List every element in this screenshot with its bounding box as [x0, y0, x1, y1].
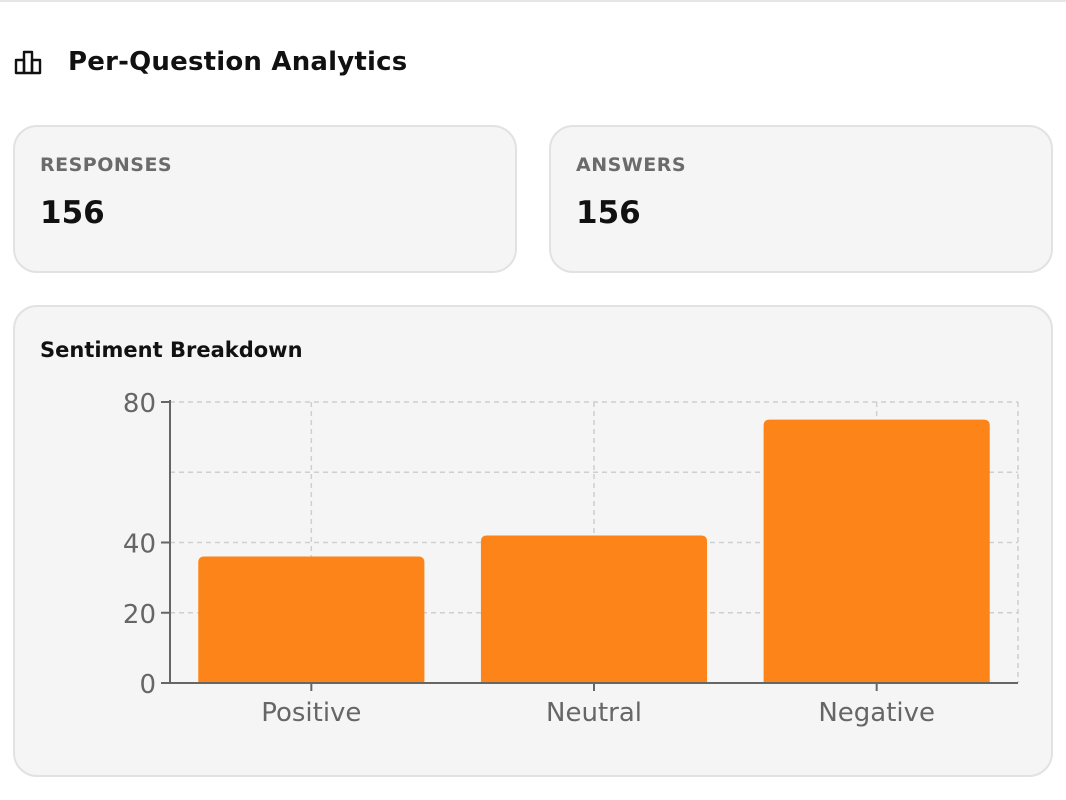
bar-negative — [763, 419, 990, 683]
bar-neutral — [480, 535, 708, 683]
page-title: Per-Question Analytics — [68, 47, 408, 77]
answers-card: ANSWERS 156 — [549, 125, 1053, 273]
y-tick-label: 20 — [123, 600, 156, 630]
sentiment-chart-card: Sentiment Breakdown 0 20 40 80 Positive Neutr… — [13, 305, 1053, 777]
y-tick-label: 40 — [123, 530, 156, 560]
page-header: Per-Question Analytics — [14, 44, 407, 80]
responses-value: 156 — [40, 195, 105, 231]
bar-chart-icon — [14, 45, 48, 79]
answers-value: 156 — [576, 195, 641, 231]
responses-label: RESPONSES — [40, 154, 173, 176]
chart-title: Sentiment Breakdown — [40, 338, 303, 362]
x-tick-label-positive: Positive — [261, 698, 361, 728]
answers-label: ANSWERS — [576, 154, 687, 176]
x-tick-label-neutral: Neutral — [546, 698, 642, 728]
bar-positive — [198, 556, 425, 683]
y-tick-label: 0 — [139, 670, 156, 700]
y-tick-label: 80 — [123, 389, 156, 419]
sentiment-bar-chart: 0 20 40 80 Positive Neutral Negative — [123, 389, 1019, 728]
top-divider — [0, 0, 1066, 2]
x-tick-label-negative: Negative — [818, 698, 935, 728]
responses-card: RESPONSES 156 — [13, 125, 517, 273]
